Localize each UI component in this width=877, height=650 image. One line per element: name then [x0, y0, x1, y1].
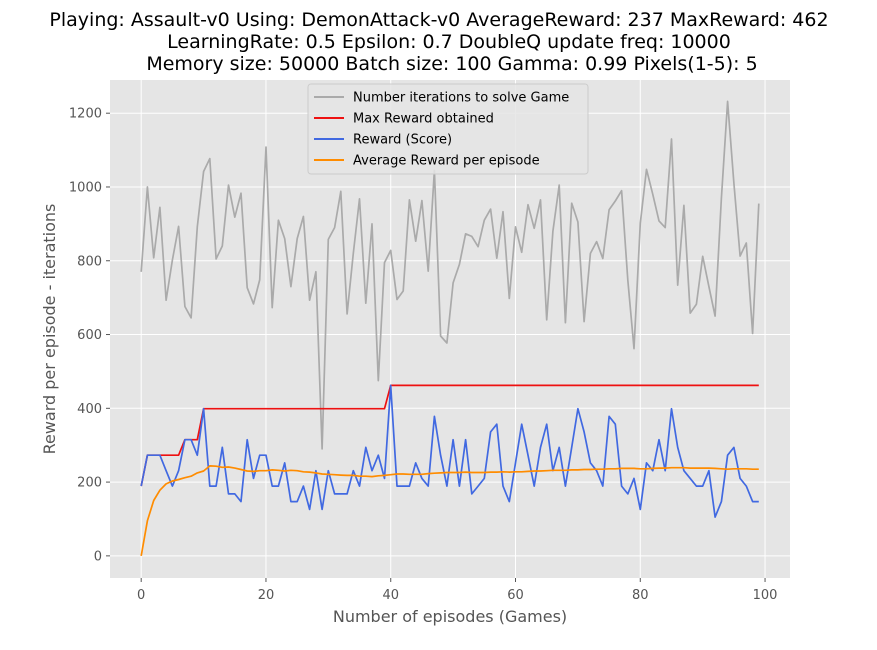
y-tick-label: 1200: [69, 107, 102, 122]
title-line-1: Playing: Assault-v0 Using: DemonAttack-v…: [49, 9, 828, 31]
legend: Number iterations to solve Game Max Rewar…: [307, 83, 589, 175]
legend-label-4: Average Reward per episode: [353, 154, 540, 169]
title-line-2: LearningRate: 0.5 Epsilon: 0.7 DoubleQ u…: [167, 31, 731, 53]
series-line-1: [140, 100, 760, 450]
legend-box: [307, 83, 589, 175]
x-tick-label: 80: [632, 588, 649, 603]
y-tick-label: 200: [77, 476, 102, 491]
series-layer: [140, 100, 760, 557]
y-axis-label: Reward per episode - iterations: [40, 204, 59, 455]
y-tick-label: 600: [77, 328, 102, 343]
chart-title: Playing: Assault-v0 Using: DemonAttack-v…: [49, 9, 828, 75]
x-axis-label: Number of episodes (Games): [333, 607, 567, 626]
x-tick-label: 100: [753, 588, 778, 603]
title-line-3: Memory size: 50000 Batch size: 100 Gamma…: [146, 53, 757, 75]
legend-label-3: Reward (Score): [353, 133, 452, 148]
series-line-4: [140, 465, 759, 557]
x-tick-label: 20: [258, 588, 275, 603]
legend-label-2: Max Reward obtained: [353, 112, 494, 127]
y-tick-label: 1000: [69, 180, 102, 195]
y-tick-label: 800: [77, 254, 102, 269]
legend-label-1: Number iterations to solve Game: [353, 91, 569, 106]
y-tick-label: 0: [94, 549, 102, 564]
x-tick-label: 0: [137, 588, 145, 603]
x-tick-label: 60: [507, 588, 524, 603]
x-tick-label: 40: [382, 588, 399, 603]
y-tick-label: 400: [77, 402, 102, 417]
series-line-2: [140, 384, 759, 487]
